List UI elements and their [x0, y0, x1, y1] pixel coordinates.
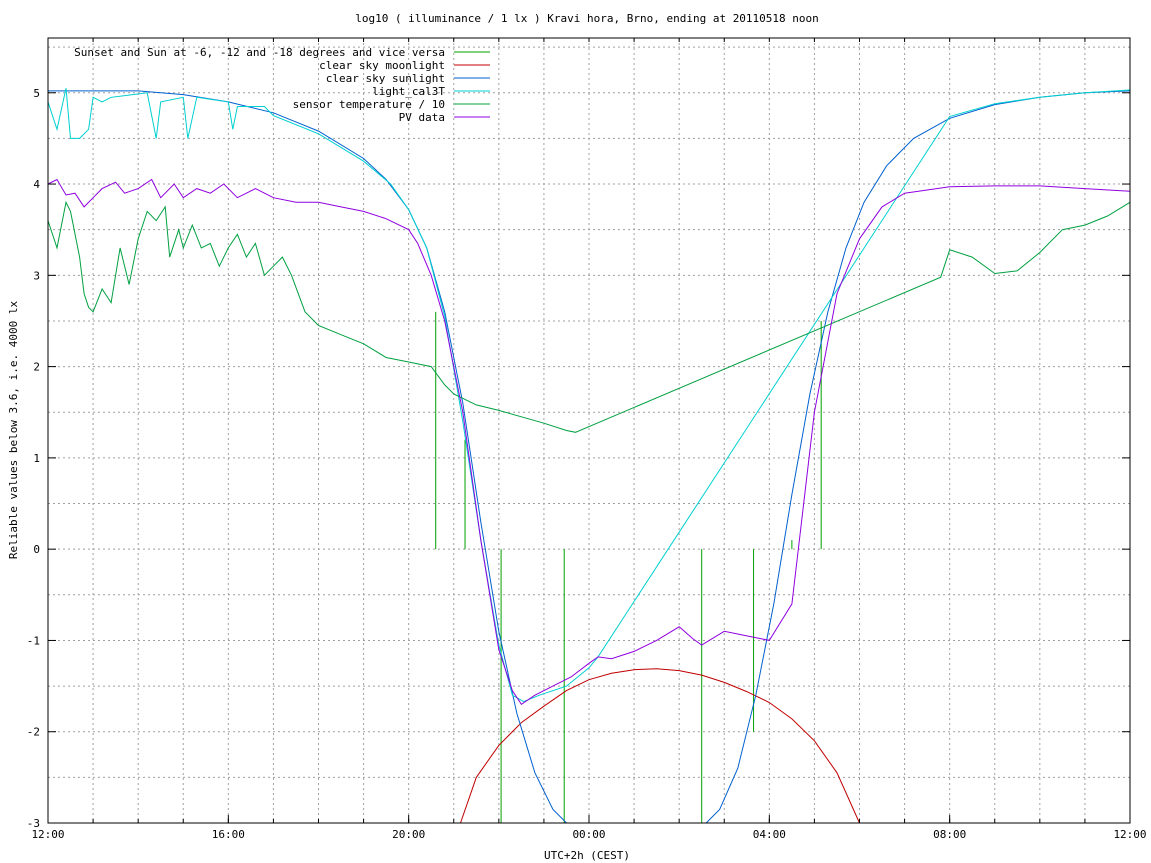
series-line-3: [47, 88, 1131, 703]
legend-label: light_cal3T: [372, 85, 445, 98]
x-tick-label: 12:00: [1113, 828, 1146, 841]
y-tick-label: -1: [27, 634, 40, 647]
legend-label: Sunset and Sun at -6, -12 and -18 degree…: [74, 46, 445, 59]
y-tick-label: 0: [33, 543, 40, 556]
legend-label: sensor temperature / 10: [293, 98, 445, 111]
chart-title: log10 ( illuminance / 1 lx ) Kravi hora,…: [355, 12, 819, 25]
series-line-4: [47, 200, 1131, 433]
y-tick-label: 2: [33, 361, 40, 374]
x-tick-label: 16:00: [212, 828, 245, 841]
x-tick-label: 00:00: [572, 828, 605, 841]
legend-label: clear sky sunlight: [326, 72, 445, 85]
x-tick-label: 12:00: [31, 828, 64, 841]
plot-frame: [47, 37, 1131, 824]
y-tick-label: 1: [33, 452, 40, 465]
grid: [48, 38, 1130, 823]
series-line-2: [48, 90, 1131, 824]
y-axis-label: Reliable values below 3.6, i.e. 4000 lx: [7, 300, 20, 559]
y-tick-label: -3: [27, 817, 40, 830]
y-tick-label: 3: [33, 269, 40, 282]
axis-ticks: 12:00 16:00 20:00 00:00 04:00 08:00 12:00-3-2-…: [27, 38, 1147, 841]
x-tick-label: 04:00: [753, 828, 786, 841]
x-tick-label: 20:00: [392, 828, 425, 841]
legend-label: PV data: [399, 111, 445, 124]
y-tick-label: 4: [33, 178, 40, 191]
series-line-1: [460, 668, 860, 824]
legend: Sunset and Sun at -6, -12 and -18 degree…: [74, 46, 490, 124]
series-layer: [47, 88, 1131, 824]
x-axis-label: UTC+2h (CEST): [544, 849, 630, 862]
series-line-5: [47, 178, 1131, 705]
y-tick-label: -2: [27, 726, 40, 739]
y-tick-label: 5: [33, 87, 40, 100]
x-tick-label: 08:00: [933, 828, 966, 841]
legend-label: clear sky moonlight: [319, 59, 445, 72]
